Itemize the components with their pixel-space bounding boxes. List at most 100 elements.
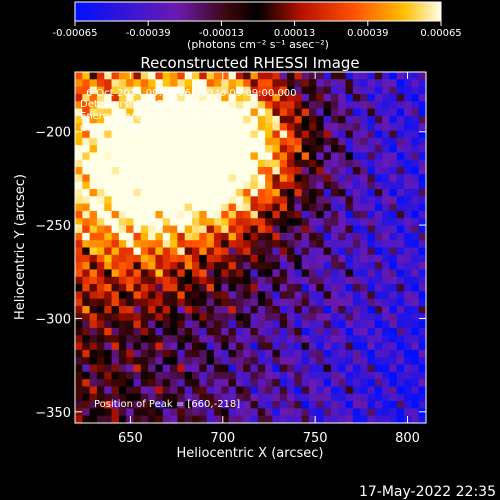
heatmap-cell (265, 386, 274, 395)
heatmap-cell (221, 262, 230, 271)
heatmap-cell (140, 379, 149, 388)
heatmap-cell (338, 189, 347, 197)
heatmap-cell (155, 130, 164, 139)
heatmap-cell (177, 415, 186, 424)
heatmap-cell (257, 364, 266, 373)
heatmap-cell (352, 320, 361, 329)
heatmap-cell (104, 232, 113, 241)
heatmap-cell (396, 415, 405, 424)
heatmap-cell (89, 189, 98, 197)
heatmap-cell (192, 357, 200, 366)
heatmap-cell (170, 342, 178, 351)
heatmap-cell (199, 130, 208, 139)
heatmap-cell (221, 72, 230, 80)
heatmap-cell (257, 225, 266, 234)
heatmap-cell (404, 167, 412, 175)
heatmap-cell (148, 159, 157, 168)
heatmap-cell (418, 145, 427, 154)
heatmap-cell (82, 181, 91, 190)
heatmap-cell (294, 218, 303, 227)
heatmap-cell (170, 159, 178, 168)
heatmap-cell (279, 320, 288, 329)
heatmap-cell (338, 86, 347, 95)
heatmap-cell (75, 174, 83, 183)
heatmap-cell (170, 218, 178, 227)
heatmap-cell (257, 181, 266, 190)
heatmap-cell (404, 181, 412, 190)
heatmap-cell (140, 254, 149, 263)
heatmap-cell (82, 232, 91, 241)
heatmap-cell (257, 415, 266, 424)
heatmap-cell (155, 240, 164, 249)
heatmap-cell (235, 137, 244, 146)
heatmap-cell (104, 101, 113, 110)
heatmap-cell (382, 152, 391, 161)
heatmap-cell (133, 276, 142, 285)
heatmap-cell (272, 342, 281, 351)
heatmap-cell (177, 284, 186, 292)
heatmap-cell (411, 342, 420, 351)
heatmap-cell (235, 393, 244, 402)
heatmap-cell (345, 327, 354, 336)
heatmap-cell (221, 196, 230, 205)
heatmap-cell (294, 357, 303, 366)
heatmap-cell (279, 72, 288, 80)
heatmap-cell (301, 364, 310, 373)
heatmap-cell (257, 320, 266, 329)
heatmap-cell (323, 247, 332, 256)
heatmap-cell (418, 240, 427, 249)
heatmap-cell (96, 357, 105, 366)
heatmap-cell (382, 130, 391, 139)
heatmap-cell (192, 335, 200, 344)
heatmap-cell (250, 225, 259, 234)
heatmap-cell (170, 145, 178, 154)
heatmap-cell (323, 327, 332, 336)
heatmap-cell (250, 306, 259, 314)
heatmap-cell (272, 379, 281, 388)
heatmap-cell (279, 291, 288, 300)
heatmap-cell (367, 174, 376, 183)
heatmap-cell (323, 298, 332, 307)
heatmap-cell (235, 262, 244, 271)
heatmap-cell (389, 196, 398, 205)
heatmap-cell (184, 240, 193, 249)
heatmap-cell (257, 86, 266, 95)
heatmap-cell (272, 240, 281, 249)
heatmap-cell (243, 408, 252, 417)
heatmap-cell (389, 393, 398, 402)
heatmap-cell (118, 218, 127, 227)
heatmap-cell (221, 320, 230, 329)
heatmap-cell (301, 72, 310, 80)
heatmap-cell (330, 108, 339, 117)
heatmap-cell (221, 232, 230, 241)
heatmap-cell (374, 225, 383, 234)
heatmap-cell (126, 79, 135, 88)
heatmap-cell (184, 218, 193, 227)
heatmap-cell (213, 291, 222, 300)
heatmap-cell (104, 145, 113, 154)
heatmap-cell (389, 240, 398, 249)
heatmap-cell (184, 189, 193, 197)
heatmap-cell (118, 137, 127, 146)
heatmap-cell (250, 276, 259, 285)
heatmap-cell (75, 327, 83, 336)
heatmap-cell (352, 393, 361, 402)
heatmap-cell (133, 327, 142, 336)
heatmap-cell (133, 320, 142, 329)
heatmap-cell (177, 349, 186, 358)
heatmap-cell (382, 189, 391, 197)
heatmap-cell (309, 342, 317, 351)
heatmap-cell (206, 196, 215, 205)
heatmap-cell (411, 218, 420, 227)
heatmap-cell (89, 101, 98, 110)
heatmap-cell (199, 86, 208, 95)
heatmap-cell (221, 254, 230, 263)
heatmap-cell (140, 320, 149, 329)
heatmap-cell (374, 276, 383, 285)
heatmap-cell (118, 386, 127, 395)
heatmap-cell (162, 101, 171, 110)
heatmap-cell (250, 232, 259, 241)
heatmap-cell (338, 152, 347, 161)
heatmap-cell (199, 276, 208, 285)
heatmap-cell (323, 349, 332, 358)
